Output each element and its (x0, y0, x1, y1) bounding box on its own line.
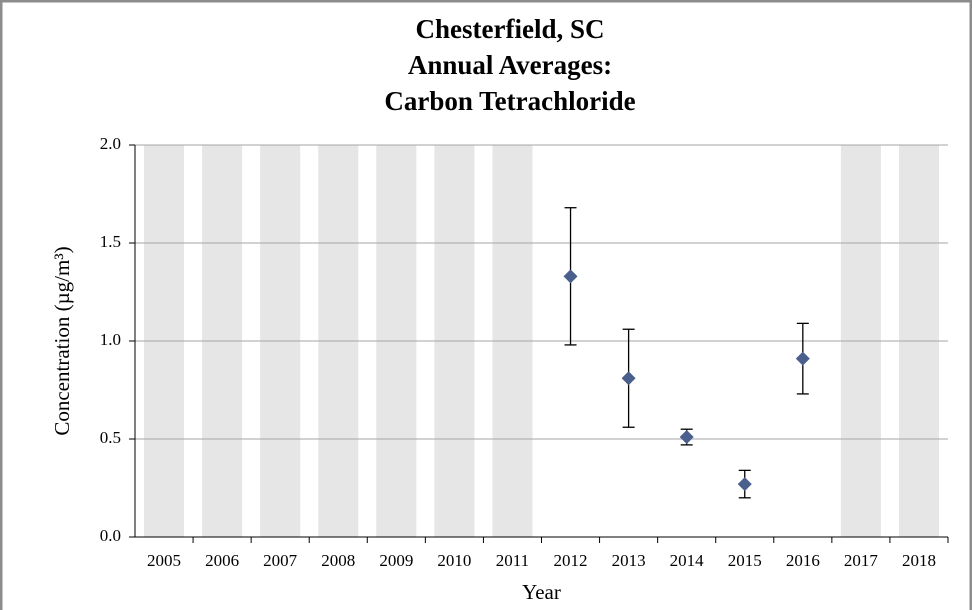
x-tick-label: 2008 (321, 551, 355, 570)
y-tick-label: 1.0 (100, 330, 121, 349)
x-tick-label: 2009 (379, 551, 413, 570)
marker (563, 269, 578, 284)
chart-title: Carbon Tetrachloride (384, 86, 635, 116)
y-tick-label: 2.0 (100, 134, 121, 153)
x-tick-label: 2014 (670, 551, 705, 570)
x-tick-label: 2016 (786, 551, 820, 570)
x-tick-label: 2015 (728, 551, 762, 570)
chart-title: Annual Averages: (408, 50, 612, 80)
marker (621, 371, 636, 386)
y-axis-label: Concentration (µg/m³) (50, 246, 74, 435)
marker (795, 351, 810, 366)
y-tick-label: 0.0 (100, 526, 121, 545)
x-tick-label: 2011 (496, 551, 529, 570)
x-tick-label: 2010 (437, 551, 471, 570)
x-axis-label: Year (522, 580, 561, 604)
x-tick-label: 2006 (205, 551, 239, 570)
y-tick-label: 0.5 (100, 428, 121, 447)
y-tick-label: 1.5 (100, 232, 121, 251)
x-tick-label: 2005 (147, 551, 181, 570)
x-tick-label: 2018 (902, 551, 936, 570)
x-tick-label: 2012 (554, 551, 588, 570)
x-tick-label: 2007 (263, 551, 298, 570)
x-tick-label: 2013 (612, 551, 646, 570)
chart-title: Chesterfield, SC (416, 14, 605, 44)
x-tick-label: 2017 (844, 551, 879, 570)
marker (737, 477, 752, 492)
marker (679, 430, 694, 445)
